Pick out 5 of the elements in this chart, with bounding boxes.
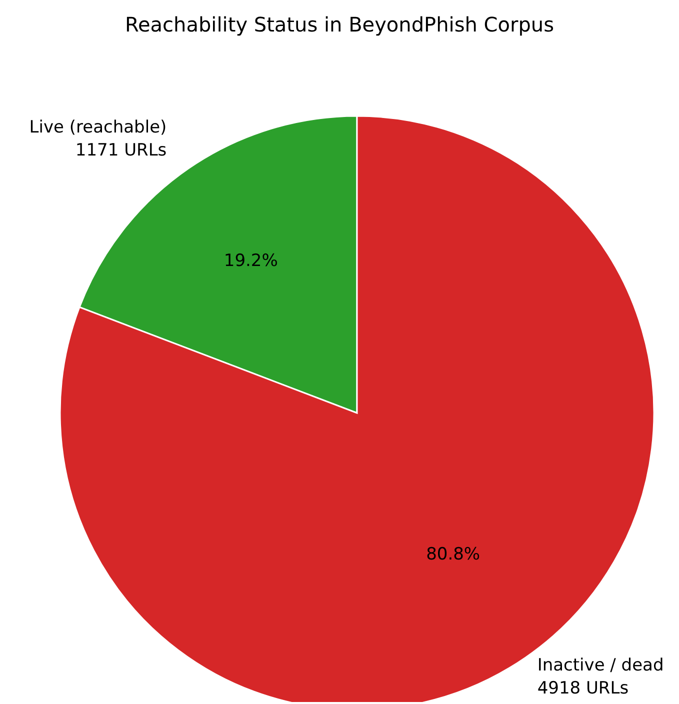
chart-title: Reachability Status in BeyondPhish Corpus xyxy=(125,12,554,36)
slice-label: Inactive / dead 4918 URLs xyxy=(537,655,664,698)
data-label: 80.8% xyxy=(426,544,480,564)
data-label: 19.2% xyxy=(224,250,278,271)
slice-label: Live (reachable) 1171 URLs xyxy=(29,117,167,160)
